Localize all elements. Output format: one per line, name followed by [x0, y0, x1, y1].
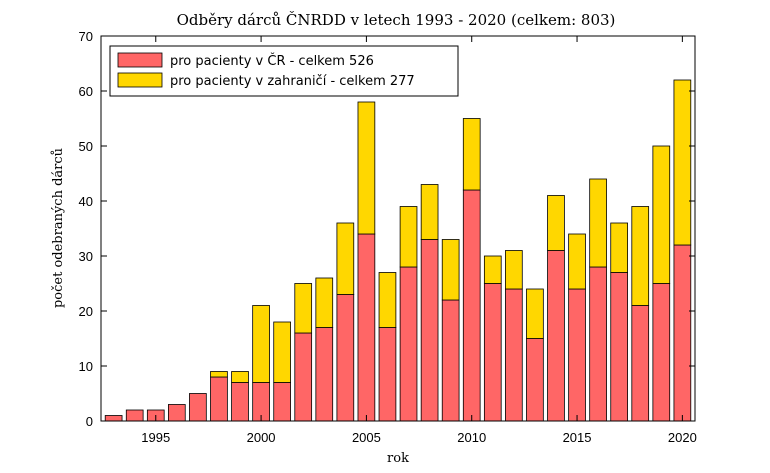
bar-cr-2020 — [673, 244, 692, 422]
y-tick-label-0: 0 — [86, 414, 93, 429]
legend-label-2: pro pacienty v zahraničí - celkem 277 — [170, 74, 415, 89]
chart-title: Odběry dárců ČNRDD v letech 1993 - 2020 … — [177, 11, 616, 29]
bar-cr-2006 — [378, 327, 397, 422]
bar-abroad-2009 — [441, 239, 460, 301]
bar-cr-2019 — [652, 283, 671, 422]
bar-abroad-2010 — [462, 118, 481, 191]
x-tick-label-2020: 2020 — [668, 430, 697, 445]
y-tick-label-60: 60 — [79, 84, 93, 99]
legend: pro pacienty v ČR - celkem 526 pro pacien… — [109, 45, 459, 97]
bar-cr-2014 — [547, 250, 565, 422]
bar-cr-2003 — [315, 327, 334, 422]
legend-swatch-1 — [117, 52, 163, 68]
bar-abroad-2017 — [610, 222, 628, 273]
y-tick-label-70: 70 — [79, 29, 93, 44]
x-tick-label-2010: 2010 — [457, 430, 486, 445]
bar-cr-2018 — [631, 305, 650, 422]
legend-label-1: pro pacienty v ČR - celkem 526 — [170, 53, 374, 69]
axis-ticks: 0 10 20 30 40 50 60 70 1995 2000 2005 2010 2015 2020 — [79, 29, 697, 445]
bar-cr-2015 — [568, 288, 586, 422]
bar-cr-2005 — [357, 233, 376, 422]
y-tick-label-40: 40 — [79, 194, 93, 209]
bar-cr-2002 — [294, 332, 313, 422]
bar-abroad-2016 — [589, 178, 607, 268]
bar-abroad-2001 — [273, 321, 291, 383]
bar-abroad-2003 — [315, 277, 334, 328]
bar-cr-2010 — [462, 189, 481, 422]
plot-frame — [100, 35, 696, 422]
y-tick-label-20: 20 — [79, 304, 93, 319]
y-axis-label: počet odebraných dárců — [50, 148, 66, 308]
x-axis-label: rok — [387, 451, 409, 466]
bar-abroad-1998 — [210, 371, 228, 378]
bar-cr-2009 — [441, 299, 460, 422]
bar-cr-1999 — [231, 382, 249, 422]
bar-cr-1993 — [104, 415, 123, 422]
bar-abroad-2004 — [336, 222, 355, 295]
bar-abroad-2006 — [378, 272, 397, 328]
bar-abroad-2008 — [420, 184, 439, 240]
bar-abroad-2012 — [505, 250, 523, 290]
x-tick-label-2005: 2005 — [352, 430, 381, 445]
x-tick-label-2000: 2000 — [247, 430, 276, 445]
bar-abroad-2005 — [357, 101, 376, 235]
bar-abroad-2018 — [631, 206, 650, 306]
bar-cr-2004 — [336, 294, 355, 422]
bar-cr-1994 — [125, 409, 144, 422]
bar-abroad-2013 — [526, 288, 544, 339]
bar-abroad-2019 — [652, 145, 671, 284]
bar-cr-2008 — [420, 239, 439, 422]
bar-cr-1998 — [210, 376, 228, 422]
bar-cr-2011 — [483, 283, 502, 422]
bar-abroad-2002 — [294, 283, 313, 334]
bar-abroad-2020 — [673, 79, 692, 246]
bar-abroad-2014 — [547, 195, 565, 251]
bar-cr-2013 — [526, 338, 544, 422]
bar-abroad-2011 — [483, 255, 502, 284]
bar-cr-2007 — [399, 266, 418, 422]
bar-cr-1996 — [167, 404, 186, 422]
y-tick-label-30: 30 — [79, 249, 93, 264]
y-tick-label-10: 10 — [79, 359, 93, 374]
bar-cr-2001 — [273, 382, 291, 422]
bar-abroad-1999 — [231, 371, 249, 383]
bar-cr-2012 — [505, 288, 523, 422]
x-tick-label-1995: 1995 — [141, 430, 170, 445]
bar-cr-2017 — [610, 272, 628, 422]
y-tick-label-50: 50 — [79, 139, 93, 154]
bar-abroad-2000 — [252, 305, 270, 383]
bar-abroad-2015 — [568, 233, 586, 290]
legend-swatch-2 — [117, 72, 163, 88]
bars-group — [104, 79, 692, 422]
bar-cr-2016 — [589, 266, 607, 422]
x-tick-label-2015: 2015 — [563, 430, 592, 445]
bar-cr-1997 — [189, 393, 207, 422]
legend-box — [109, 45, 459, 97]
bar-abroad-2007 — [399, 206, 418, 268]
